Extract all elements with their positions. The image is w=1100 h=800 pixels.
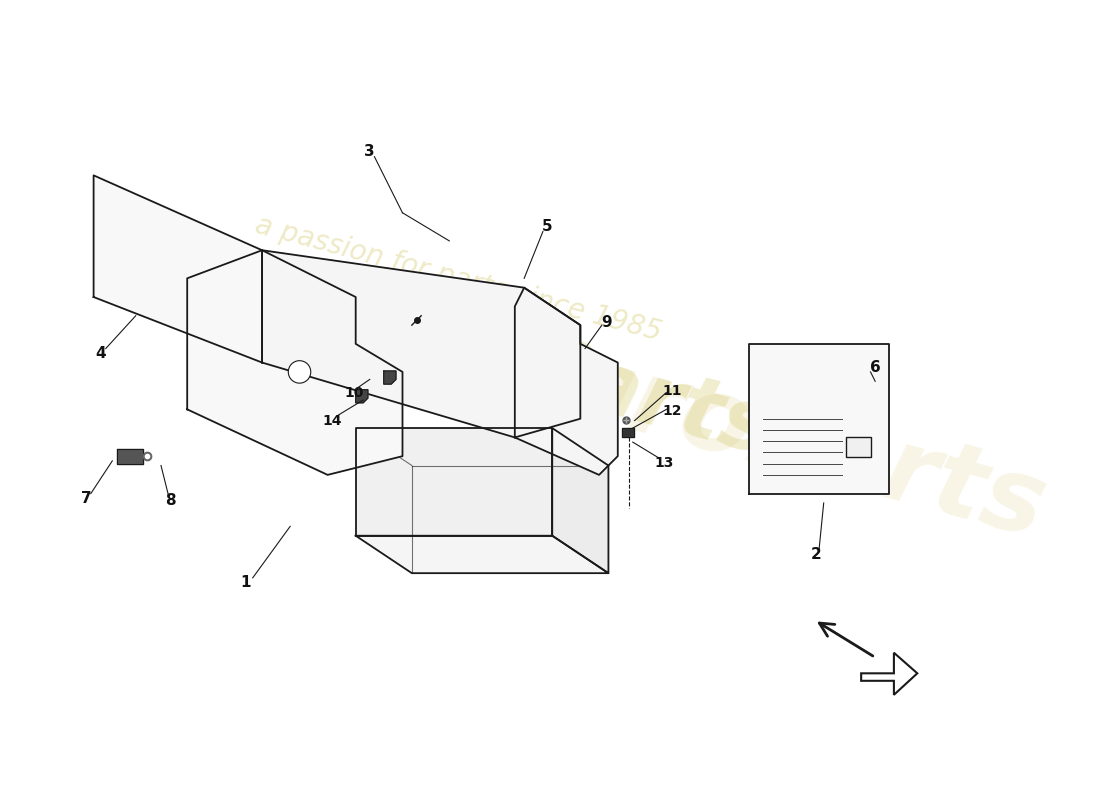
Text: 6: 6 (870, 360, 881, 374)
Polygon shape (515, 288, 618, 475)
Polygon shape (621, 428, 634, 438)
Text: euroParts: euroParts (478, 315, 1056, 560)
Text: 13: 13 (654, 456, 674, 470)
Circle shape (288, 361, 311, 383)
Text: a passion for parts since 1985: a passion for parts since 1985 (252, 210, 664, 346)
Text: 8: 8 (165, 493, 176, 508)
Text: 2: 2 (811, 547, 822, 562)
Polygon shape (262, 250, 581, 438)
Polygon shape (117, 449, 143, 464)
Text: euroParts: euroParts (305, 270, 782, 473)
Polygon shape (94, 175, 262, 362)
Text: 7: 7 (80, 490, 91, 506)
Text: 4: 4 (96, 346, 107, 361)
Polygon shape (384, 371, 396, 384)
FancyBboxPatch shape (846, 437, 871, 457)
Text: 9: 9 (602, 315, 612, 330)
Text: 12: 12 (662, 404, 682, 418)
Polygon shape (355, 390, 367, 403)
Polygon shape (355, 428, 552, 536)
Text: 5: 5 (542, 219, 553, 234)
Text: 3: 3 (364, 145, 375, 159)
Polygon shape (355, 536, 608, 573)
Polygon shape (861, 653, 917, 695)
Text: 11: 11 (662, 384, 682, 398)
Polygon shape (187, 250, 403, 475)
Polygon shape (749, 344, 889, 494)
Text: 14: 14 (322, 414, 342, 427)
Text: 10: 10 (344, 386, 363, 399)
Text: 1: 1 (240, 575, 251, 590)
Polygon shape (552, 428, 608, 573)
